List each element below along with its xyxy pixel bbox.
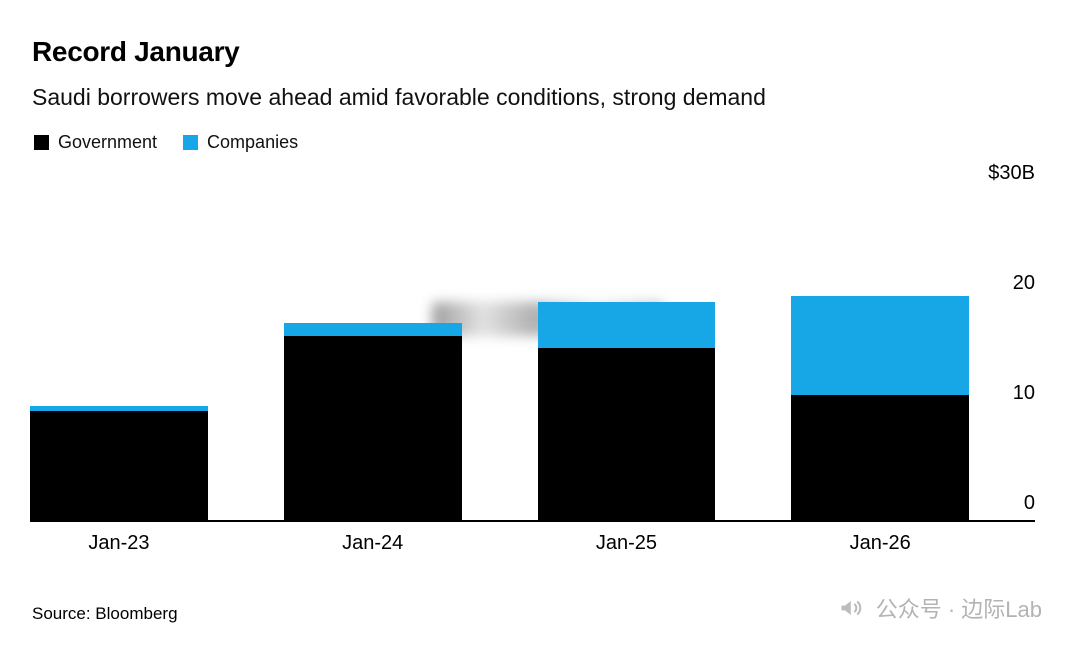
bar-segment-government-jan-24 bbox=[283, 336, 462, 520]
y-axis-label-10: 10 bbox=[1012, 382, 1035, 405]
legend-label-companies: Companies bbox=[207, 132, 299, 152]
source-credit: Source: Bloomberg bbox=[32, 604, 178, 623]
y-axis-label-0: 0 bbox=[1023, 492, 1035, 514]
watermark-text: 公众号 · 边际Lab bbox=[875, 597, 1042, 622]
bar-segment-government-jan-23 bbox=[30, 411, 208, 520]
legend-label-government: Government bbox=[58, 132, 158, 152]
megaphone-icon bbox=[841, 601, 862, 615]
bar-jan-25 bbox=[537, 190, 716, 520]
bar-segment-government-jan-26 bbox=[791, 394, 970, 520]
x-axis-label-jan-25: Jan-25 bbox=[595, 532, 658, 554]
chart-title: Record January bbox=[32, 36, 240, 67]
legend-item-government: Government bbox=[34, 132, 157, 153]
chart-subtitle: Saudi borrowers move ahead amid favorabl… bbox=[32, 84, 766, 110]
bar-segment-companies-jan-24 bbox=[283, 323, 462, 337]
bar-jan-24 bbox=[283, 190, 462, 520]
legend-item-companies: Companies bbox=[183, 132, 298, 153]
bar-segment-companies-jan-23 bbox=[30, 405, 208, 412]
x-axis-label-jan-24: Jan-24 bbox=[342, 532, 404, 554]
x-axis-label-jan-23: Jan-23 bbox=[88, 532, 150, 554]
bar-segment-companies-jan-26 bbox=[791, 295, 970, 395]
bar-segment-government-jan-25 bbox=[537, 348, 716, 520]
bar-jan-26 bbox=[791, 190, 970, 520]
government-swatch-icon bbox=[34, 135, 49, 150]
y-axis-label-20: 20 bbox=[1012, 272, 1035, 295]
y-axis-label-30: $30B bbox=[988, 162, 1035, 184]
x-axis-label-jan-26: Jan-26 bbox=[849, 532, 911, 554]
companies-swatch-icon bbox=[183, 135, 199, 150]
plot-area: Jan-23 Jan-24 Jan-25 Jan-26 $30B 20 10 0 bbox=[30, 162, 1035, 554]
bar-jan-23 bbox=[30, 190, 208, 520]
bar-segment-companies-jan-25 bbox=[537, 302, 716, 349]
chart-legend: Government Companies bbox=[34, 132, 298, 153]
watermark: 公众号 · 边际Lab bbox=[838, 592, 1042, 624]
